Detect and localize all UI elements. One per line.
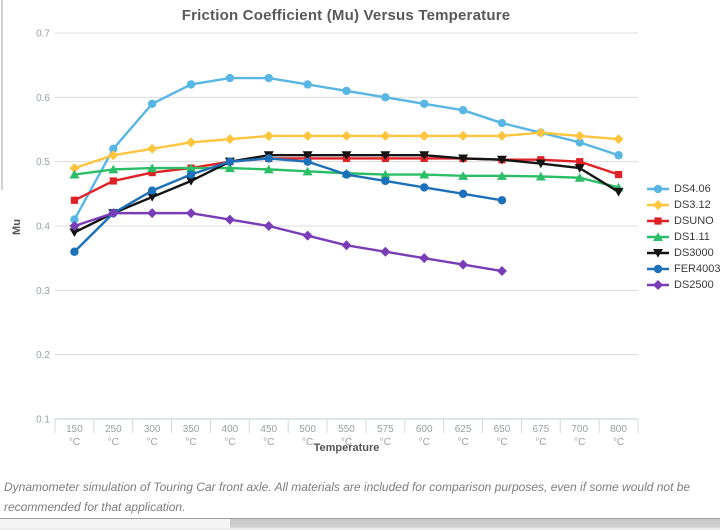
svg-text:250°C: 250 °C (105, 424, 122, 448)
svg-text:600°C: 600 °C (416, 424, 433, 448)
y-axis-labels: 0.1 0.2 0.3 0.4 0.5 0.6 0.7 (36, 29, 50, 426)
caption-line-1: Dynamometer simulation of Touring Car fr… (4, 480, 691, 494)
legend-circle-icon (647, 184, 669, 194)
svg-text:700°C: 700 °C (571, 424, 588, 448)
horizontal-scrollbar[interactable] (0, 518, 720, 530)
series-DS2500 (69, 208, 507, 277)
svg-text:0.2: 0.2 (36, 350, 50, 361)
svg-text:0.6: 0.6 (36, 93, 50, 104)
legend-circle-icon (647, 264, 669, 274)
legend-triangle-up-icon (647, 232, 669, 241)
legend-label: FER4003 (674, 263, 720, 275)
svg-text:575°C: 575 °C (377, 424, 394, 448)
legend-item-DS1.11[interactable]: DS1.11 (646, 229, 720, 245)
chart-caption: Dynamometer simulation of Touring Car fr… (4, 477, 716, 517)
series-DS3.12 (69, 127, 624, 174)
svg-text:0.3: 0.3 (36, 286, 50, 297)
legend-item-DS4.06[interactable]: DS4.06 (646, 181, 720, 197)
svg-text:500°C: 500 °C (299, 424, 316, 448)
svg-text:350°C: 350 °C (183, 424, 200, 448)
legend-diamond-icon (647, 200, 669, 210)
svg-text:0.4: 0.4 (36, 222, 50, 233)
svg-text:400°C: 400 °C (222, 424, 239, 448)
legend-item-FER4003[interactable]: FER4003 (646, 261, 720, 277)
x-axis-labels: 150 °C 250 °C 300 °C 350 °C 400 °C 450 °C 500 °C 550 °C… (66, 424, 627, 448)
legend-label: DS3.12 (674, 199, 711, 211)
series-FER4003 (70, 154, 507, 256)
svg-text:150°C: 150 °C (66, 424, 83, 448)
plot-canvas: 0.1 0.2 0.3 0.4 0.5 0.6 0.7 150 °C 250 °C 300 °C 350 °… (36, 29, 639, 448)
legend-triangle-down-icon (647, 249, 669, 258)
x-axis-ticks (54, 419, 639, 433)
legend-label: DS4.06 (674, 183, 711, 195)
legend-label: DS1.11 (674, 231, 710, 243)
legend-item-DSUNO[interactable]: DSUNO (646, 213, 720, 229)
legend-item-DS2500[interactable]: DS2500 (646, 277, 720, 293)
chart-title: Friction Coefficient (Mu) Versus Tempera… (181, 7, 511, 24)
svg-text:650°C: 650 °C (494, 424, 511, 448)
legend-square-icon (647, 217, 669, 225)
series-DS4.06 (70, 73, 623, 224)
svg-text:0.7: 0.7 (36, 29, 50, 40)
svg-text:0.5: 0.5 (36, 157, 50, 168)
legend-label: DS3000 (674, 247, 714, 259)
svg-text:675°C: 675 °C (532, 424, 549, 448)
svg-text:300°C: 300 °C (144, 424, 161, 448)
svg-text:550°C: 550 °C (338, 424, 355, 448)
window-edge-line (1, 0, 3, 190)
legend-item-DS3.12[interactable]: DS3.12 (646, 197, 720, 213)
scrollbar-thumb[interactable] (0, 519, 230, 528)
chart-legend: DS4.06 DS3.12 DSUNO DS1.11 DS3000 FER4003 DS25… (646, 181, 720, 293)
legend-label: DS2500 (674, 279, 714, 291)
x-axis-title: Temperature (313, 442, 380, 454)
svg-text:450°C: 450 °C (260, 424, 277, 448)
y-axis-title: Mu (11, 219, 23, 235)
legend-item-DS3000[interactable]: DS3000 (646, 245, 720, 261)
caption-line-2: recommended for that application. (4, 500, 186, 514)
svg-text:800°C: 800 °C (610, 424, 627, 448)
svg-text:625°C: 625 °C (455, 424, 472, 448)
svg-text:0.1: 0.1 (36, 415, 50, 426)
legend-label: DSUNO (674, 215, 714, 227)
friction-temperature-chart: Friction Coefficient (Mu) Versus Tempera… (11, 7, 720, 454)
legend-diamond-icon (647, 280, 669, 290)
